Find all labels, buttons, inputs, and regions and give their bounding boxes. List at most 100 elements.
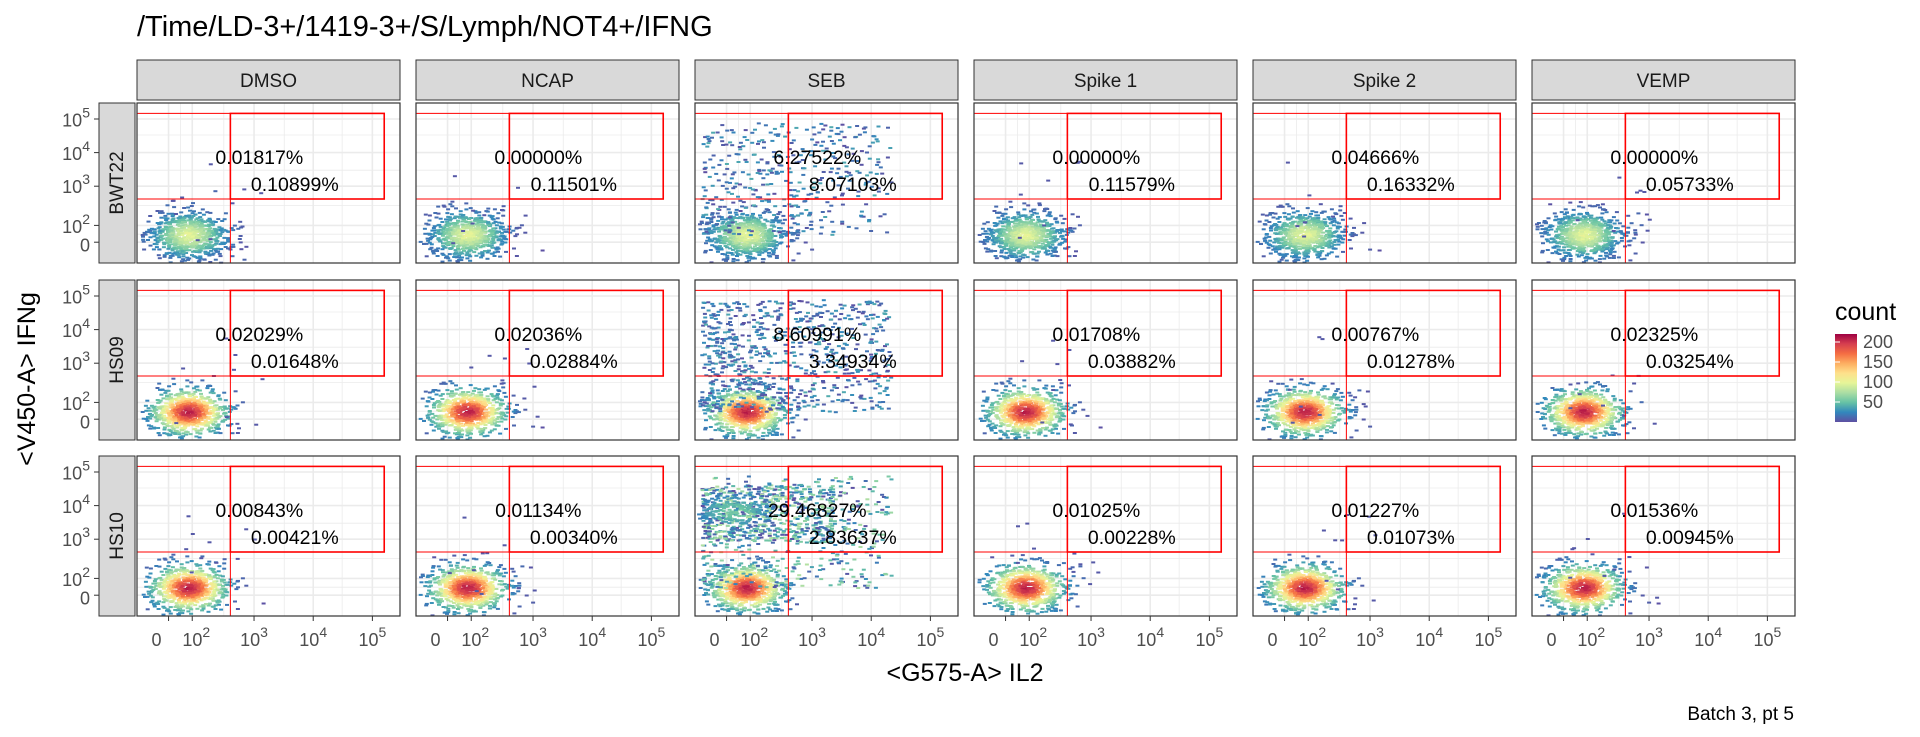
density-bin <box>1017 242 1021 244</box>
density-bin <box>724 233 728 235</box>
density-bin <box>747 236 751 238</box>
density-bin <box>1316 214 1320 216</box>
density-bin <box>1027 234 1031 236</box>
density-bin <box>159 217 163 219</box>
density-bin <box>830 234 834 236</box>
density-bin <box>768 256 772 258</box>
density-bin <box>1608 253 1612 255</box>
facet-panel: 0.02029%0.01648% <box>137 280 400 440</box>
density-bin <box>745 214 749 216</box>
density-bin <box>1278 261 1282 263</box>
density-bin <box>994 206 998 208</box>
gate-percentage-upper-right: 0.10899% <box>251 174 339 196</box>
density-bin <box>1045 250 1049 252</box>
density-bin <box>212 234 216 236</box>
density-bin <box>1576 227 1580 229</box>
density-bin <box>855 125 859 127</box>
density-bin <box>773 128 777 130</box>
density-bin <box>756 196 760 198</box>
density-bin <box>1354 234 1358 236</box>
density-bin <box>765 184 769 186</box>
density-bin <box>1010 242 1014 244</box>
density-bin <box>1274 240 1278 242</box>
density-bin <box>158 230 162 232</box>
density-bin <box>476 245 480 247</box>
density-bin <box>215 237 219 239</box>
density-bin <box>168 226 172 228</box>
density-bin <box>1535 223 1539 225</box>
density-bin <box>1613 223 1617 225</box>
density-bin <box>789 194 793 196</box>
density-bin <box>1313 245 1317 247</box>
density-bin <box>201 239 205 241</box>
density-bin <box>1565 211 1569 213</box>
density-bin <box>214 259 218 261</box>
density-bin <box>163 429 167 431</box>
density-bin <box>715 223 719 225</box>
chart-title: /Time/LD-3+/1419-3+/S/Lymph/NOT4+/IFNG <box>137 11 713 43</box>
density-bin <box>762 169 766 171</box>
density-bin <box>853 136 857 138</box>
density-bin <box>1066 232 1070 234</box>
density-bin <box>1016 211 1020 213</box>
density-bin <box>1014 239 1018 241</box>
density-bin <box>216 251 220 253</box>
density-bin <box>1648 219 1652 221</box>
density-bin <box>1552 241 1556 243</box>
density-bin <box>762 243 766 245</box>
density-bin <box>205 225 209 227</box>
density-bin <box>988 230 992 232</box>
density-bin <box>1053 249 1057 251</box>
density-bin <box>1274 228 1278 230</box>
density-bin <box>177 233 181 235</box>
density-bin <box>423 233 427 235</box>
density-bin <box>773 205 777 207</box>
density-bin <box>1593 229 1597 231</box>
density-bin <box>756 222 760 224</box>
density-bin <box>1317 246 1321 248</box>
density-bin <box>196 247 200 249</box>
density-bin <box>1336 226 1340 228</box>
density-bin <box>433 212 437 214</box>
density-bin <box>776 135 780 137</box>
density-bin <box>446 208 450 210</box>
density-bin <box>423 228 427 230</box>
density-bin <box>1026 204 1030 206</box>
density-bin <box>783 136 787 138</box>
density-bin <box>1293 233 1297 235</box>
density-bin <box>426 238 430 240</box>
density-bin <box>1293 252 1297 254</box>
density-bin <box>456 245 460 247</box>
density-bin <box>725 246 729 248</box>
density-bin <box>157 254 161 256</box>
density-bin <box>745 139 749 141</box>
density-bin <box>1580 231 1584 233</box>
density-bin <box>1629 240 1633 242</box>
density-bin <box>205 211 209 213</box>
density-bin <box>466 227 470 229</box>
density-bin <box>433 225 437 227</box>
density-bin <box>989 250 993 252</box>
density-bin <box>186 207 190 209</box>
density-bin <box>993 222 997 224</box>
density-bin <box>1613 232 1617 234</box>
density-bin <box>500 209 504 211</box>
density-bin <box>1626 227 1630 229</box>
density-bin <box>1583 216 1587 218</box>
density-bin <box>1294 259 1298 261</box>
density-bin <box>1019 194 1023 196</box>
density-bin <box>1327 232 1331 234</box>
density-bin <box>741 226 745 228</box>
density-bin <box>482 214 486 216</box>
density-bin <box>708 230 712 232</box>
density-bin <box>1608 250 1612 252</box>
density-bin <box>1014 256 1018 258</box>
density-bin <box>156 210 160 212</box>
density-bin <box>1563 213 1567 215</box>
density-bin <box>1332 224 1336 226</box>
density-bin <box>772 214 776 216</box>
density-bin <box>430 247 434 249</box>
density-bin <box>735 209 739 211</box>
density-bin <box>468 260 472 262</box>
